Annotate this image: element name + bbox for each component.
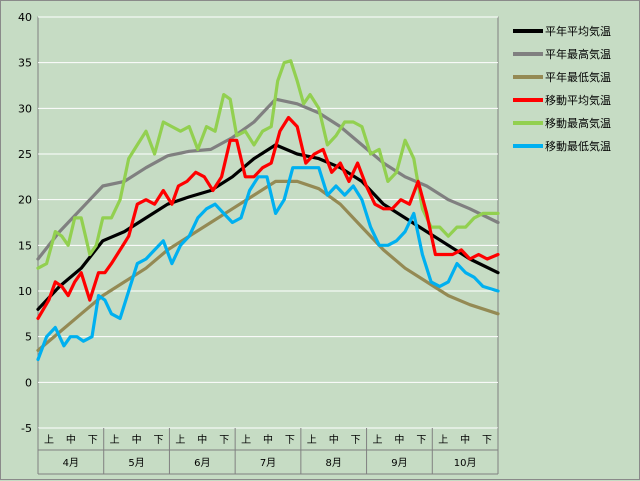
x-period-label: 中 — [197, 433, 207, 446]
legend-item: 平年平均気温 — [513, 19, 635, 42]
x-period-label: 中 — [394, 433, 404, 446]
x-month-label: 5月 — [128, 457, 144, 469]
x-period-label: 中 — [263, 433, 273, 446]
x-axis: 4月上中下5月上中下6月上中下7月上中下8月上中下9月上中下10月上中下 — [37, 428, 499, 475]
legend-item: 移動最高気温 — [513, 111, 635, 134]
x-month-label: 6月 — [194, 457, 210, 469]
y-tick-label: 5 — [25, 331, 32, 344]
x-period-label: 上 — [44, 434, 54, 446]
series-line-5 — [36, 166, 500, 362]
x-period-label: 下 — [153, 435, 163, 446]
y-tick-label: 0 — [25, 376, 32, 389]
y-tick-label: -5 — [21, 422, 32, 435]
legend-swatch — [513, 120, 543, 125]
y-axis-ticks: -5 0 5 10 15 20 25 30 35 40 — [18, 11, 32, 435]
x-period-label: 中 — [460, 433, 470, 446]
y-tick-label: 20 — [18, 194, 32, 207]
legend-label: 移動最高気温 — [545, 116, 611, 130]
x-month-label: 4月 — [63, 457, 79, 469]
x-period-label: 下 — [88, 435, 98, 446]
x-period-label: 中 — [329, 433, 339, 446]
x-month-label: 7月 — [260, 457, 276, 469]
y-tick-label: 10 — [18, 285, 32, 298]
y-tick-label: 35 — [18, 57, 32, 70]
x-period-label: 下 — [416, 435, 426, 446]
legend-item: 平年最低気温 — [513, 65, 635, 88]
legend-item: 移動最低気温 — [513, 134, 635, 157]
y-tick-label: 25 — [18, 148, 32, 161]
x-period-label: 中 — [132, 433, 142, 446]
x-period-label: 上 — [307, 434, 317, 446]
series-line-1 — [36, 97, 500, 261]
x-period-label: 上 — [373, 434, 383, 446]
legend-label: 平年最低気温 — [545, 70, 611, 84]
series-lines — [36, 59, 500, 362]
x-period-label: 上 — [438, 434, 448, 446]
legend-item: 移動平均気温 — [513, 88, 635, 111]
legend-label: 移動平均気温 — [545, 93, 611, 107]
x-month-label: 8月 — [326, 457, 342, 469]
series-line-2 — [36, 179, 500, 352]
x-period-label: 下 — [219, 435, 229, 446]
x-month-label: 9月 — [391, 457, 407, 469]
legend-swatch — [513, 51, 543, 56]
x-month-label: 10月 — [454, 457, 477, 469]
legend-swatch — [513, 97, 543, 102]
y-tick-label: 40 — [18, 11, 32, 24]
legend-swatch — [513, 28, 543, 33]
legend-label: 平年平均気温 — [545, 24, 611, 38]
x-period-label: 下 — [285, 435, 295, 446]
legend-item: 平年最高気温 — [513, 42, 635, 65]
x-period-label: 上 — [110, 434, 120, 446]
x-period-label: 上 — [175, 434, 185, 446]
legend-label: 平年最高気温 — [545, 47, 611, 61]
x-period-label: 中 — [66, 433, 76, 446]
x-period-label: 上 — [241, 434, 251, 446]
y-tick-label: 30 — [18, 102, 32, 115]
legend-swatch — [513, 143, 543, 148]
x-period-label: 下 — [482, 435, 492, 446]
x-period-label: 下 — [351, 435, 361, 446]
y-tick-label: 15 — [18, 239, 32, 252]
series-line-3 — [36, 115, 500, 320]
legend-swatch — [513, 74, 543, 79]
legend: 平年平均気温 平年最高気温 平年最低気温 移動平均気温 移動最高気温 移動最低気温 — [513, 19, 635, 157]
legend-label: 移動最低気温 — [545, 139, 611, 153]
series-line-4 — [36, 59, 500, 270]
plot-area — [37, 16, 499, 429]
